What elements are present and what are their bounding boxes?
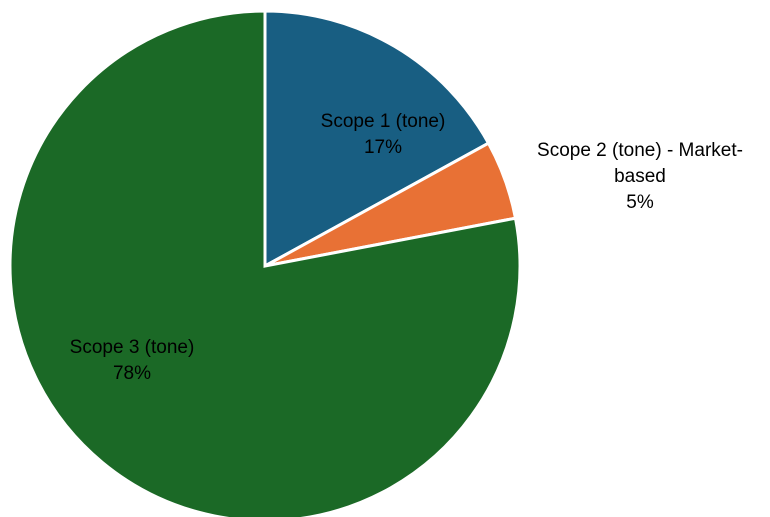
pie-slice-1	[263, 9, 491, 269]
slice-percent-label-2: 5%	[626, 192, 654, 213]
slice-category-label-2: based	[614, 166, 666, 187]
pie-slice-3	[8, 9, 522, 517]
slice-percent-label-3: 78%	[113, 363, 151, 384]
slice-category-label-1: Scope 1 (tone)	[321, 111, 446, 132]
slice-category-label-3: Scope 3 (tone)	[70, 337, 195, 358]
slice-category-label-2: Scope 2 (tone) - Market-	[537, 140, 743, 161]
pie-slices	[8, 9, 522, 517]
pie-labels: Scope 1 (tone) 17% Scope 2 (tone) - Market…	[70, 111, 743, 384]
slice-percent-label-1: 17%	[364, 137, 402, 158]
